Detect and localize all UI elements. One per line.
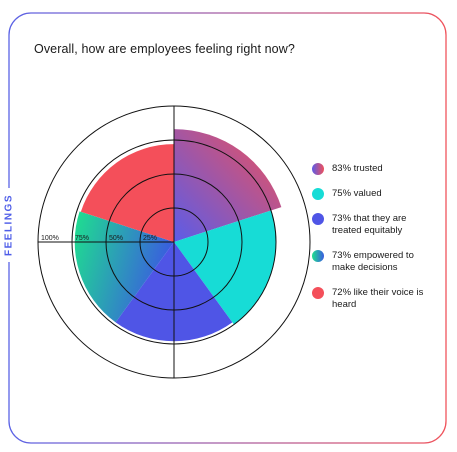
slice-trusted xyxy=(174,129,282,242)
legend-swatch xyxy=(312,287,324,299)
legend-label: 73% empowered to make decisions xyxy=(332,250,414,273)
chart-title: Overall, how are employees feeling right… xyxy=(34,42,295,56)
legend: 83% trusted 75% valued 73% that they are… xyxy=(312,163,452,324)
legend-label: 75% valued xyxy=(332,188,382,199)
legend-label: 72% like their voice is heard xyxy=(332,287,424,310)
legend-swatch xyxy=(312,250,324,262)
legend-item-trusted: 83% trusted xyxy=(312,163,452,175)
legend-item-voice-heard: 72% like their voice is heard xyxy=(312,287,452,311)
legend-swatch xyxy=(312,188,324,200)
chart-grid xyxy=(37,105,311,379)
radial-tick-labels: 100% 75% 50% 25% xyxy=(41,235,157,242)
tick-label-75: 75% xyxy=(75,235,89,242)
legend-swatch xyxy=(312,163,324,175)
slice-valued xyxy=(174,210,277,325)
tick-label-25: 25% xyxy=(143,235,157,242)
legend-swatch xyxy=(312,213,324,225)
legend-item-treated-equitably: 73% that they are treated equitably xyxy=(312,213,452,237)
slice-empowered xyxy=(74,211,174,323)
chart-slices xyxy=(74,129,282,342)
tick-label-50: 50% xyxy=(109,235,123,242)
legend-label: 73% that they are treated equitably xyxy=(332,213,407,236)
legend-label: 83% trusted xyxy=(332,163,383,174)
tick-label-100: 100% xyxy=(41,235,59,242)
legend-item-valued: 75% valued xyxy=(312,188,452,200)
legend-item-empowered: 73% empowered to make decisions xyxy=(312,250,452,274)
